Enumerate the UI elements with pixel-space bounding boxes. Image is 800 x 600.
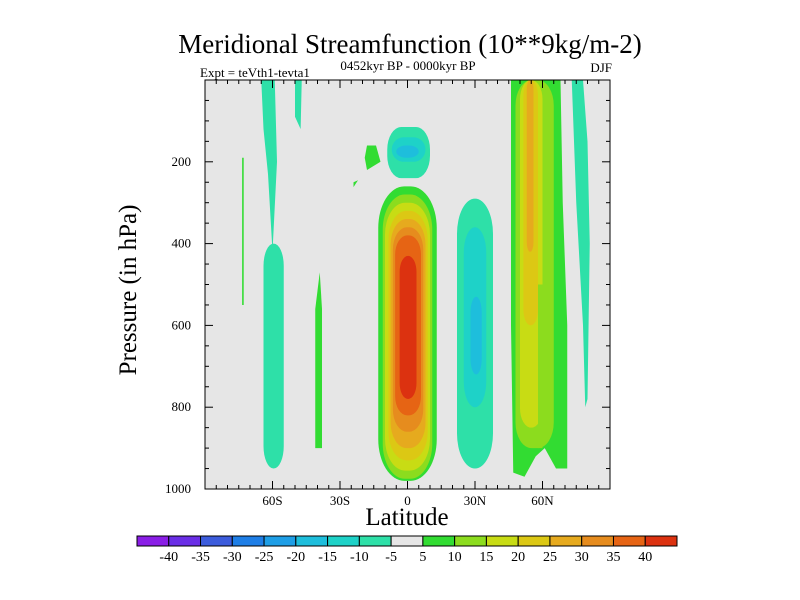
x-tick-label: 30N (464, 493, 487, 508)
north-far-streak (571, 80, 590, 408)
colorbar-label: 15 (479, 550, 493, 565)
colorbar-box (422, 535, 456, 547)
y-tick-label: 200 (172, 154, 192, 169)
colorbar-label: -30 (223, 550, 242, 565)
colorbar-box (612, 535, 646, 547)
north-band-gap (538, 284, 543, 449)
colorbar-box (327, 535, 360, 547)
south-band-lower (263, 243, 284, 469)
colorbar-label: 30 (575, 550, 589, 565)
colorbar-label: 5 (419, 550, 426, 565)
south-far-streak (242, 157, 244, 305)
colorbar-box (200, 535, 233, 547)
colorbar-label: 20 (511, 550, 525, 565)
season-subtitle: DJF (590, 60, 612, 75)
period-subtitle: 0452kyr BP - 0000kyr BP (340, 58, 475, 73)
colorbar-box (581, 535, 614, 547)
contour-layer (242, 80, 590, 481)
south-band-upper (261, 80, 277, 252)
jet-level-40 (399, 255, 417, 400)
colorbar-label: -15 (318, 550, 337, 565)
colorbar-box (168, 535, 202, 547)
colorbar-box (644, 535, 678, 547)
x-tick-label: 60S (262, 493, 282, 508)
x-axis-label: Latitude (365, 504, 448, 531)
colorbar-box (517, 535, 551, 547)
colorbar-label: 10 (448, 550, 462, 565)
axis-ticks: 60S 30S 0 30N 60N 200 400 600 800 1000 (165, 80, 610, 508)
y-axis-label: Pressure (in hPa) (115, 205, 142, 376)
colorbar-box (358, 535, 392, 547)
colorbar-label: -25 (255, 550, 274, 565)
north-band-25 (526, 80, 534, 252)
colorbar-box (390, 535, 424, 547)
colorbar-label: -5 (385, 550, 397, 565)
colorbar-label: -35 (191, 550, 210, 565)
colorbar-box (485, 535, 519, 547)
y-tick-label: 1000 (165, 481, 191, 496)
x-tick-label: 60N (531, 493, 554, 508)
colorbar: -40 -35 -30 -25 -20 -15 -10 -5 5 10 15 20 25 30 35 40 (136, 535, 678, 565)
y-tick-label: 600 (172, 317, 192, 332)
south-mid-streak (315, 272, 322, 449)
south-upper-notch (295, 80, 302, 130)
colorbar-box (231, 535, 265, 547)
colorbar-label: -10 (350, 550, 369, 565)
colorbar-label: 35 (606, 550, 620, 565)
colorbar-label: -20 (286, 550, 305, 565)
upper-core-inner (396, 145, 419, 158)
chart-title: Meridional Streamfunction (10**9kg/m-2) (178, 29, 641, 59)
colorbar-box (549, 535, 583, 547)
colorbar-box (295, 535, 329, 547)
y-tick-label: 400 (172, 236, 192, 251)
colorbar-label: -40 (159, 550, 178, 565)
y-tick-label: 800 (172, 399, 192, 414)
colorbar-label: 40 (638, 550, 652, 565)
x-tick-label: 0 (404, 493, 411, 508)
north-lobe-inner (470, 296, 482, 375)
upper-green-left (364, 145, 381, 170)
colorbar-box (136, 535, 170, 547)
colorbar-box (454, 535, 487, 547)
upper-sliver-left (353, 180, 358, 188)
experiment-subtitle: Expt = teVth1-tevta1 (200, 65, 310, 80)
colorbar-label: 25 (543, 550, 557, 565)
x-tick-label: 30S (330, 493, 350, 508)
colorbar-box (263, 535, 297, 547)
